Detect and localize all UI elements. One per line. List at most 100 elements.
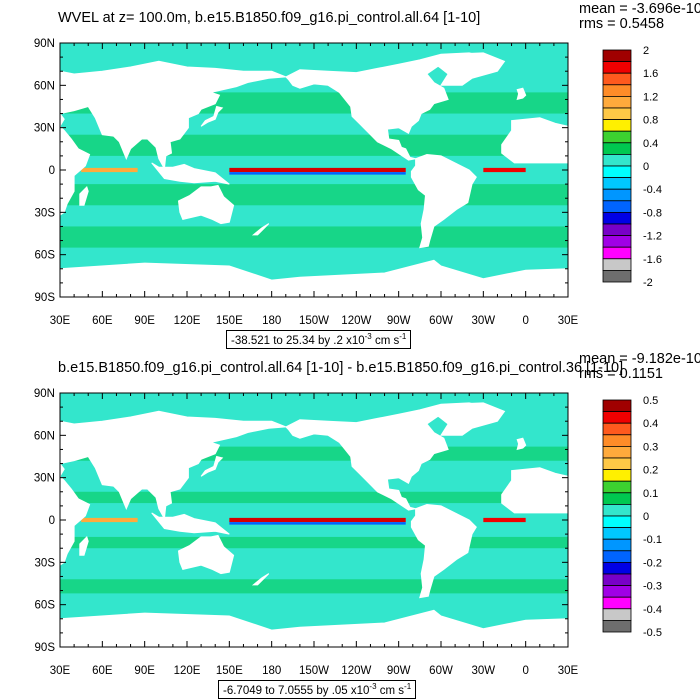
landmass-eurasia [59, 410, 286, 521]
landmass-south-america [410, 153, 477, 249]
rms-stat: rms = 0.5458 [579, 16, 665, 32]
ocean-band [60, 491, 568, 504]
colorbar-box [602, 200, 632, 213]
lon-label: 30E [558, 315, 579, 327]
indian-upwelling [81, 167, 138, 173]
colorbar-label: -0.2 [643, 557, 662, 569]
landmass-australia [177, 184, 235, 225]
landmass-japan [200, 105, 224, 127]
colorbar-label: 1.2 [643, 91, 658, 103]
rms-stat: rms = 0.1151 [579, 366, 663, 382]
colorbar-label: 0 [643, 161, 649, 173]
mean-stat: mean = -9.182e-10 [579, 351, 700, 367]
lon-label: 180 [262, 665, 281, 677]
lat-label: 30N [34, 123, 55, 135]
colorbar-label: -0.4 [643, 604, 662, 616]
lon-label: 90E [134, 315, 155, 327]
atlantic-upwelling [483, 517, 526, 523]
lon-label: 120W [341, 665, 371, 677]
lon-label: 60W [429, 665, 453, 677]
lat-label: 30S [35, 557, 56, 569]
colorbar-box [602, 434, 632, 447]
colorbar-label: 0.5 [643, 395, 658, 407]
colorbar-box [602, 527, 632, 540]
panel-bottom: b.e15.B1850.f09_g16.pi_control.all.64 [1… [0, 350, 700, 700]
colorbar-box [602, 72, 632, 86]
landmass-africa-west [55, 125, 91, 219]
landmass-nz [251, 573, 270, 586]
lat-label: 60S [35, 600, 56, 612]
ocean-band [60, 536, 568, 549]
panel-title: b.e15.B1850.f09_g16.pi_control.all.64 [1… [58, 360, 624, 376]
landmass-north-america [284, 402, 487, 511]
colorbar-box [602, 177, 632, 190]
lon-label: 30E [558, 665, 579, 677]
colorbar-label: -0.8 [643, 207, 662, 219]
lon-label: 60E [92, 315, 113, 327]
colorbar-box [602, 269, 632, 283]
lon-label: 30W [472, 315, 496, 327]
colorbar-box [602, 399, 632, 413]
colorbar-label: -0.3 [643, 581, 662, 593]
colorbar-box [602, 538, 632, 552]
colorbar-box [602, 561, 632, 575]
colorbar-box [602, 211, 632, 225]
colorbar-box [602, 422, 632, 436]
contour-exponent: -3 [364, 332, 372, 341]
colorbar-box [602, 619, 632, 633]
colorbar-box [602, 503, 632, 517]
colorbar-box [602, 573, 632, 587]
landmass-greenland [428, 402, 506, 436]
equatorial-upwelling [229, 517, 406, 523]
lat-label: 60N [34, 80, 55, 92]
map-plot: 90N 60N 30N 0 30S 60S 90S 30E 60E 90E 120E 150E 180 1… [34, 388, 662, 677]
colorbar-box [602, 235, 632, 248]
contour-unit: cm s [371, 334, 400, 347]
equatorial-downwelling [229, 522, 406, 525]
panel-top: WVEL at z= 100.0m, b.e15.B1850.f09_g16.p… [34, 1, 700, 349]
colorbar-label: 0 [643, 511, 649, 523]
landmass-africa [501, 117, 569, 164]
lat-label: 0 [49, 165, 55, 177]
colorbar-label: 0.1 [643, 488, 658, 500]
colorbar-box [602, 515, 632, 529]
colorbar-box [602, 457, 632, 471]
lat-label: 60S [35, 250, 56, 262]
colorbar-label: 0.3 [643, 441, 658, 453]
colorbar-label: -0.5 [643, 627, 662, 639]
landmass-uk [516, 437, 527, 451]
landmass-nz [251, 223, 270, 236]
colorbar-label: -0.4 [643, 184, 662, 196]
colorbar-label: -0.1 [643, 534, 662, 546]
colorbar-box [602, 246, 632, 260]
colorbar-box [602, 411, 632, 424]
colorbar-box [602, 223, 632, 237]
landmass-indonesia [151, 512, 230, 535]
colorbar-box [602, 258, 632, 271]
lon-label: 150E [216, 665, 243, 677]
contour-exponent: -3 [369, 682, 377, 691]
colorbar-label: 0.4 [643, 418, 658, 430]
ocean-band [60, 579, 568, 594]
lat-label: 60N [34, 430, 55, 442]
colorbar-box [602, 608, 632, 621]
colorbar-box [602, 119, 632, 132]
mean-stat: mean = -3.696e-10 [579, 1, 700, 17]
landmass-greenland [428, 52, 506, 86]
lon-label: 150W [299, 665, 329, 677]
atlantic-upwelling [483, 167, 526, 173]
colorbar-box [602, 446, 632, 459]
ocean-band [60, 226, 568, 248]
colorbar-box [602, 61, 632, 74]
lat-label: 30N [34, 473, 55, 485]
lon-label: 60E [92, 665, 113, 677]
landmass-madagascar [79, 185, 89, 206]
colorbar-label: 0.2 [643, 465, 658, 477]
colorbar-box [602, 188, 632, 202]
colorbar-label: 0.4 [643, 138, 658, 150]
colorbar-label: 1.6 [643, 68, 658, 80]
contour-range: -6.7049 to 7.0555 by .05 x10 [223, 684, 370, 697]
lon-label: 180 [262, 315, 281, 327]
colorbar-label: 0.8 [643, 115, 658, 127]
colorbar-box [602, 142, 632, 155]
